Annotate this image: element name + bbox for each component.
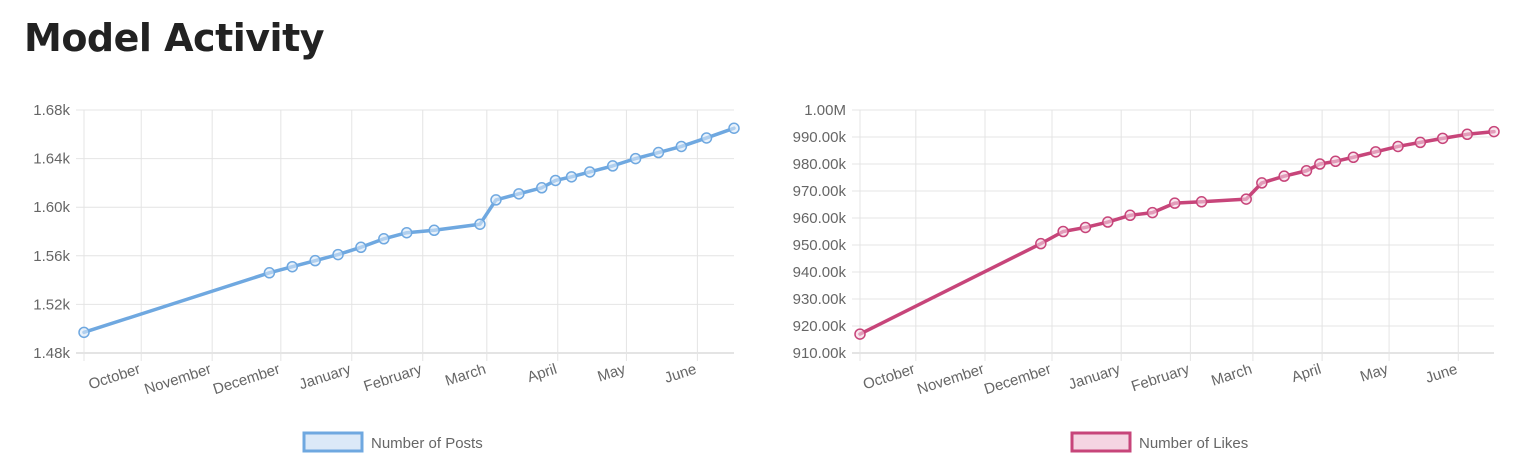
y-tick-label: 940.00k <box>793 264 847 281</box>
data-point[interactable] <box>1314 158 1326 170</box>
data-point[interactable] <box>1461 128 1473 141</box>
x-tick-label: January <box>1066 360 1122 393</box>
data-point[interactable] <box>1347 151 1360 163</box>
y-tick-label: 970.00k <box>793 183 847 200</box>
data-point[interactable] <box>1436 132 1449 145</box>
x-tick-label: December <box>982 361 1053 399</box>
data-point[interactable] <box>309 254 321 267</box>
legend-swatch[interactable] <box>302 431 364 453</box>
y-tick-label: 1.60k <box>33 199 70 216</box>
data-point[interactable] <box>1146 206 1159 219</box>
legend-swatch[interactable] <box>1070 431 1132 453</box>
x-tick-label: January <box>297 360 353 393</box>
y-tick-label: 990.00k <box>793 129 847 146</box>
y-tick-label: 930.00k <box>793 291 847 308</box>
data-point[interactable] <box>332 248 344 261</box>
data-point[interactable] <box>1057 225 1069 238</box>
x-tick-label: March <box>1209 361 1254 390</box>
legend-label[interactable]: Number of Posts <box>371 435 483 452</box>
data-point[interactable] <box>474 218 486 230</box>
y-tick-label: 910.00k <box>793 345 847 362</box>
data-point[interactable] <box>1300 165 1313 177</box>
data-point[interactable] <box>1124 209 1136 222</box>
x-tick-label: April <box>525 361 559 386</box>
data-point[interactable] <box>700 132 713 144</box>
data-point[interactable] <box>513 188 525 200</box>
data-point[interactable] <box>652 146 665 159</box>
data-point[interactable] <box>854 328 866 340</box>
data-point[interactable] <box>263 267 276 279</box>
data-point[interactable] <box>1369 146 1382 158</box>
y-tick-label: 960.00k <box>793 210 847 227</box>
data-point[interactable] <box>355 241 367 254</box>
data-point[interactable] <box>1414 136 1427 149</box>
series-line <box>82 126 736 335</box>
legend-label[interactable]: Number of Likes <box>1139 435 1248 452</box>
likes-line-chart: 910.00k 920.00k 930.00k 940.00k 950.00k 960.0… <box>793 102 1500 453</box>
data-point[interactable] <box>1392 140 1404 153</box>
data-point[interactable] <box>1278 170 1290 182</box>
data-point[interactable] <box>1329 155 1342 168</box>
y-tick-label: 1.52k <box>33 296 70 313</box>
x-tick-label: May <box>595 360 628 385</box>
x-tick-label: February <box>362 360 425 395</box>
x-tick-label: November <box>142 361 213 399</box>
y-tick-label: 1.00M <box>804 102 846 119</box>
page-title: Model Activity <box>24 16 325 60</box>
y-tick-label: 980.00k <box>793 156 847 173</box>
data-point[interactable] <box>584 166 596 178</box>
legend[interactable]: Number of Posts <box>302 431 483 453</box>
data-point[interactable] <box>378 233 390 245</box>
y-tick-label: 1.48k <box>33 345 70 362</box>
data-point[interactable] <box>1169 197 1181 209</box>
legend[interactable]: Number of Likes <box>1070 431 1248 453</box>
x-tick-label: April <box>1290 361 1324 386</box>
data-point[interactable] <box>400 226 413 239</box>
posts-line-chart: 1.48k 1.52k 1.56k 1.60k 1.64k 1.68k October Nov… <box>33 102 740 453</box>
data-point[interactable] <box>675 140 688 153</box>
x-tick-label: March <box>443 361 488 390</box>
data-point[interactable] <box>535 182 548 194</box>
y-tick-label: 1.64k <box>33 151 70 168</box>
y-tick-label: 1.68k <box>33 102 70 119</box>
data-point[interactable] <box>728 122 740 134</box>
x-tick-label: June <box>1423 361 1459 387</box>
data-point[interactable] <box>1079 221 1092 234</box>
x-tick-label: December <box>211 361 282 399</box>
data-point[interactable] <box>1256 177 1268 189</box>
data-point[interactable] <box>428 224 440 237</box>
x-tick-label: June <box>662 361 698 387</box>
data-point[interactable] <box>1035 237 1047 250</box>
data-point[interactable] <box>78 326 90 339</box>
series-line <box>858 129 1496 336</box>
data-point[interactable] <box>629 152 642 165</box>
data-point[interactable] <box>490 194 502 206</box>
data-point[interactable] <box>565 171 578 183</box>
data-point[interactable] <box>286 260 299 273</box>
x-tick-label: February <box>1129 360 1192 395</box>
data-point[interactable] <box>1240 193 1252 205</box>
x-tick-label: October <box>86 361 142 394</box>
data-point[interactable] <box>606 160 619 172</box>
posts-chart: 1.48k 1.52k 1.56k 1.60k 1.64k 1.68k October Nov… <box>0 92 760 461</box>
x-tick-label: May <box>1358 360 1391 385</box>
data-point[interactable] <box>1488 125 1500 138</box>
y-tick-label: 920.00k <box>793 318 847 335</box>
x-tick-label: October <box>861 361 917 394</box>
likes-chart: 910.00k 920.00k 930.00k 940.00k 950.00k 960.0… <box>768 92 1528 461</box>
data-point[interactable] <box>1195 196 1208 208</box>
data-point[interactable] <box>1102 216 1114 228</box>
y-tick-label: 950.00k <box>793 237 847 254</box>
y-tick-label: 1.56k <box>33 248 70 265</box>
x-tick-label: November <box>915 361 986 399</box>
data-point[interactable] <box>549 174 562 187</box>
